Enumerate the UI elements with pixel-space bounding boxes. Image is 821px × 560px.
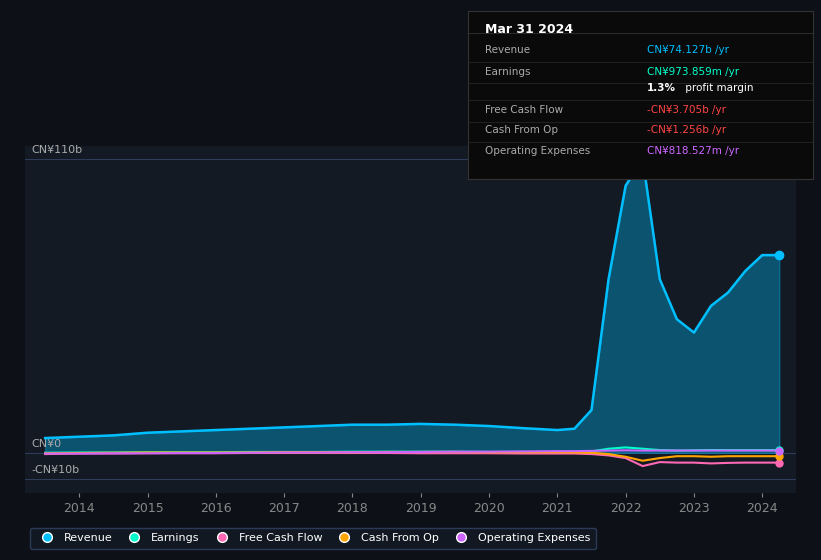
Text: Cash From Op: Cash From Op	[485, 125, 558, 136]
Text: 1.3%: 1.3%	[647, 83, 677, 94]
Text: CN¥973.859m /yr: CN¥973.859m /yr	[647, 67, 740, 77]
Text: Operating Expenses: Operating Expenses	[485, 146, 590, 156]
Text: -CN¥1.256b /yr: -CN¥1.256b /yr	[647, 125, 727, 136]
Text: CN¥110b: CN¥110b	[31, 145, 83, 155]
Text: CN¥818.527m /yr: CN¥818.527m /yr	[647, 146, 740, 156]
Text: CN¥0: CN¥0	[31, 438, 62, 449]
Text: Free Cash Flow: Free Cash Flow	[485, 105, 563, 115]
Legend: Revenue, Earnings, Free Cash Flow, Cash From Op, Operating Expenses: Revenue, Earnings, Free Cash Flow, Cash …	[30, 528, 596, 549]
Text: Mar 31 2024: Mar 31 2024	[485, 23, 573, 36]
Text: Earnings: Earnings	[485, 67, 530, 77]
Text: -CN¥3.705b /yr: -CN¥3.705b /yr	[647, 105, 727, 115]
Text: -CN¥10b: -CN¥10b	[31, 465, 80, 475]
Text: profit margin: profit margin	[681, 83, 753, 94]
Text: Revenue: Revenue	[485, 45, 530, 55]
Text: CN¥74.127b /yr: CN¥74.127b /yr	[647, 45, 729, 55]
